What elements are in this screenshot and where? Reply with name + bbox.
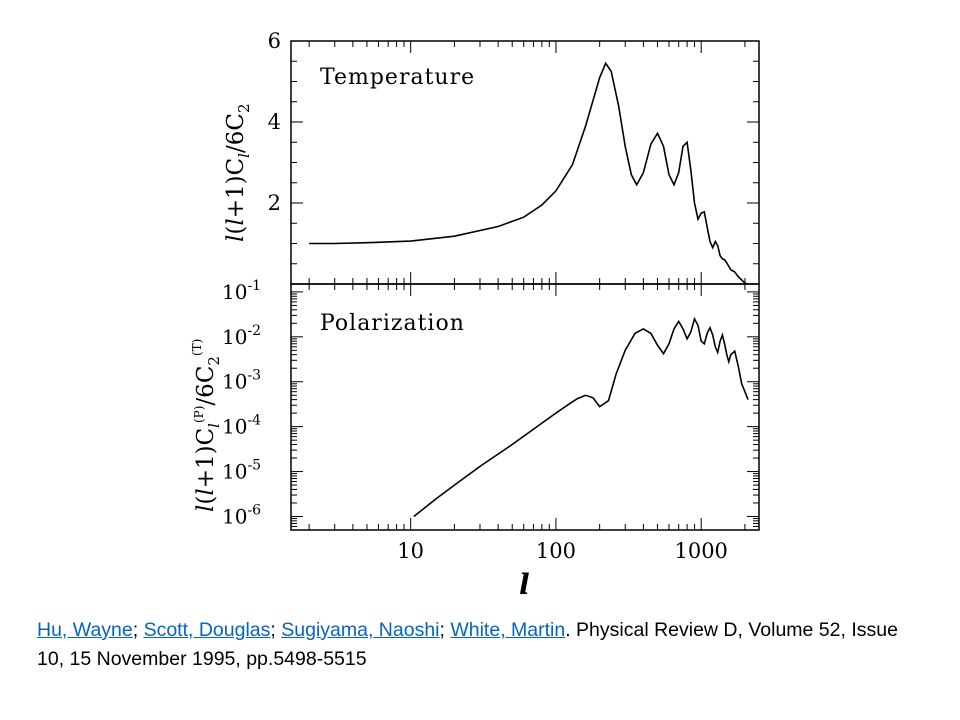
citation: Hu, Wayne; Scott, Douglas; Sugiyama, Nao… [37,619,898,670]
temperature-label: Temperature [320,65,475,90]
y-tick-label: 2 [268,191,281,215]
bottom-y-tick-labels: 10-1 10-2 10-3 10-4 10-5 10-6 [222,278,261,529]
y-tick-label: 4 [268,110,281,134]
y-tick-label: 10-5 [222,458,261,484]
top-y-axis-label: l(l+1)Cl/6C2 [223,103,253,242]
x-axis-label: l [519,568,530,601]
author-link[interactable]: Hu, Wayne [37,619,133,641]
polarization-label: Polarization [320,311,465,336]
y-tick-label: 10-3 [222,368,261,394]
temperature-curve [309,61,749,285]
y-tick-label: 10-2 [222,323,261,349]
x-tick-labels: 10 100 1000 [397,539,728,563]
y-tick-label: 10-6 [222,502,261,528]
axis-ticks [291,40,759,531]
author-link[interactable]: White, Martin [450,619,566,641]
x-tick-label: 10 [397,539,424,563]
bottom-panel-frame [290,283,760,531]
bottom-y-axis-label: l(l+1)Cl(P)/6C2(T) [190,339,223,512]
x-tick-label: 1000 [674,539,727,563]
citation-text: . Physical Review D, Volume 52, Issue 10… [37,619,898,670]
author-link[interactable]: Sugiyama, Naoshi [281,619,440,641]
polarization-curve [413,316,749,518]
author-link[interactable]: Scott, Douglas [143,619,271,641]
power-spectrum-figure: 2 4 6 10-1 10-2 10-3 10-4 10-5 10-6 10 100 1000 T… [190,29,760,601]
y-tick-label: 6 [268,29,281,53]
y-tick-label: 10-4 [222,413,261,439]
top-y-tick-labels: 2 4 6 [268,29,281,215]
y-tick-label: 10-1 [222,278,261,304]
x-tick-label: 100 [536,539,576,563]
